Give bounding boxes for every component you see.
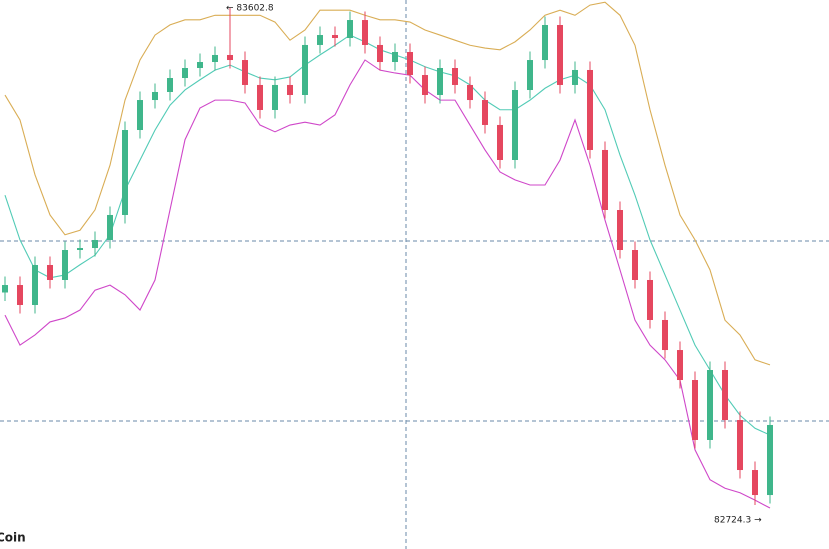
candle-body	[272, 84, 278, 110]
candle-body	[557, 25, 563, 85]
candle-body	[152, 91, 158, 101]
candle-body	[467, 84, 473, 101]
candle-body	[722, 369, 728, 421]
candle-body	[452, 68, 458, 85]
candle-body	[512, 90, 518, 160]
candle-body	[572, 69, 578, 85]
candle-body	[212, 54, 218, 63]
candle-body	[617, 210, 623, 251]
candle-body	[632, 250, 638, 280]
candle-body	[302, 44, 308, 95]
candle-body	[242, 60, 248, 85]
candle-body	[287, 84, 293, 95]
candle-body	[92, 239, 98, 249]
candle-body	[227, 54, 233, 61]
candle-body	[497, 124, 503, 160]
candle-body	[17, 285, 23, 305]
candle-body	[257, 84, 263, 110]
watermark: Coin	[0, 531, 26, 545]
candle-body	[77, 248, 83, 251]
band-line	[4, 34, 771, 436]
band-line	[4, 59, 771, 509]
candle-body	[377, 44, 383, 63]
candle-body	[137, 100, 143, 131]
candle-body	[482, 100, 488, 125]
candle-body	[677, 350, 683, 381]
candle-body	[347, 20, 353, 39]
candle-body	[602, 149, 608, 211]
candle-body	[122, 130, 128, 215]
candle-body	[692, 380, 698, 440]
candle-body	[362, 20, 368, 45]
candle-body	[737, 420, 743, 471]
candle-body	[527, 60, 533, 91]
candle-body	[62, 250, 68, 280]
annotation: ← 83602.8	[226, 4, 274, 14]
candle-body	[2, 285, 8, 293]
candle-body	[47, 264, 53, 280]
candle-body	[317, 35, 323, 45]
annotation: 82724.3 →	[714, 516, 762, 526]
candle-body	[647, 279, 653, 320]
candle-body	[32, 264, 38, 305]
candle-body	[752, 470, 758, 496]
band-line	[4, 1, 771, 366]
candle-body	[332, 35, 338, 39]
candle-body	[422, 75, 428, 95]
candle-body	[107, 214, 113, 240]
candle-body	[182, 68, 188, 79]
candle-body	[587, 69, 593, 150]
candle-body	[707, 369, 713, 440]
candle-body	[542, 25, 548, 61]
candle-body	[167, 78, 173, 92]
candle-body	[407, 51, 413, 76]
candle-body	[767, 424, 773, 496]
candle-body	[197, 62, 203, 69]
candle-body	[437, 68, 443, 95]
candle-body	[392, 51, 398, 63]
candle-body	[662, 319, 668, 351]
